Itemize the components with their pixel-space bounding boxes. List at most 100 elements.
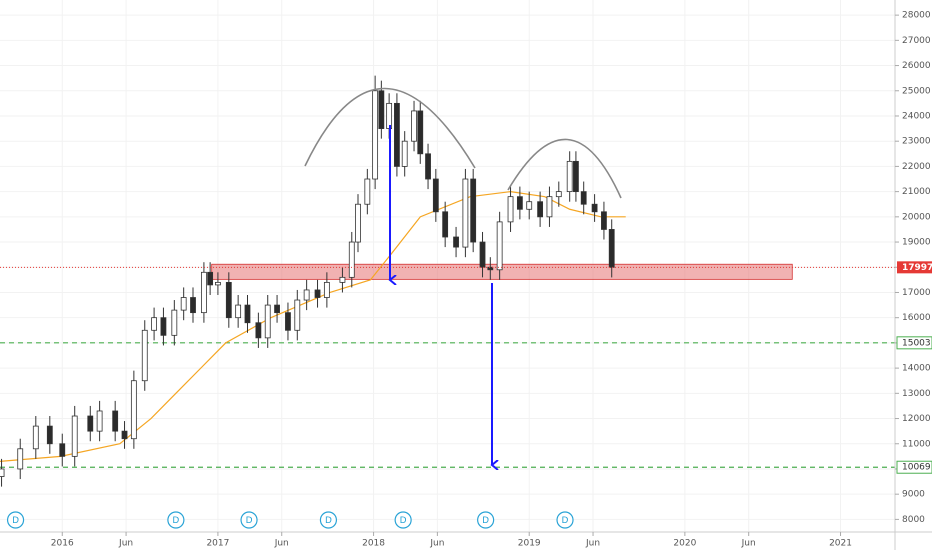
candle-body (537, 201, 544, 218)
dividend-marker (240, 511, 258, 529)
dividend-marker (394, 511, 412, 529)
candle-body (71, 415, 78, 457)
candle-body (0, 468, 5, 477)
candle-body (580, 191, 587, 205)
x-tick-label: Jun (585, 539, 600, 549)
y-tick-label: 27000 (902, 36, 931, 46)
level-label-box (896, 460, 932, 474)
candle-body (225, 281, 232, 319)
candle-body (453, 236, 459, 248)
candle-body (294, 299, 301, 331)
candle-body (180, 297, 187, 311)
candle-body (462, 178, 469, 248)
dividend-marker-label: D (562, 516, 569, 526)
candle-body (432, 178, 439, 213)
dividend-marker (6, 511, 25, 529)
candle-body (470, 178, 477, 243)
candle-body (507, 196, 514, 223)
candle-body (215, 281, 221, 286)
y-tick-label: 11000 (902, 439, 931, 449)
level-label: 15003 (902, 338, 931, 348)
candle-body (314, 289, 321, 298)
y-tick-label: 20000 (902, 212, 931, 222)
y-tick-label: 12000 (902, 414, 931, 424)
dividend-marker-label: D (172, 516, 179, 526)
candle-body (546, 196, 553, 218)
y-tick-label: 25000 (902, 86, 931, 96)
candle-body (348, 241, 355, 278)
x-tick-label: 2019 (518, 539, 541, 549)
x-tick-label: Jun (429, 539, 444, 549)
candle-body (59, 443, 66, 457)
candle-body (372, 90, 379, 180)
candle-body (566, 160, 573, 193)
y-tick-label: 19000 (902, 238, 931, 248)
candle-body (201, 271, 207, 314)
y-tick-label: 17000 (902, 288, 931, 298)
x-tick-label: 2021 (829, 539, 852, 549)
y-tick-label: 13000 (902, 389, 931, 399)
candle-body (411, 110, 417, 142)
y-tick-label: 21000 (902, 187, 931, 197)
y-tick-label: 26000 (902, 61, 931, 71)
x-tick-label: 2020 (673, 539, 696, 549)
candle-body (487, 266, 494, 271)
candle-body (46, 425, 53, 445)
candle-body (255, 322, 262, 339)
candle-body (17, 448, 24, 470)
candle-body (235, 304, 242, 319)
candle-body (591, 203, 598, 213)
candle-body (601, 211, 607, 230)
candle-body (479, 241, 486, 268)
candle-body (417, 110, 424, 155)
candle-body (339, 276, 346, 283)
y-tick-label: 8000 (902, 515, 925, 525)
candle-body (160, 317, 167, 336)
x-tick-label: 2016 (51, 539, 74, 549)
candle-body (112, 410, 119, 432)
candle-body (151, 317, 157, 331)
candle-body (264, 304, 271, 339)
candle-body (386, 102, 393, 129)
y-tick-label: 14000 (902, 364, 931, 374)
candle-body (207, 271, 214, 286)
dividend-marker-label: D (482, 516, 489, 526)
candle-body (394, 102, 400, 167)
candle-body (171, 309, 178, 336)
level-label-box (896, 336, 932, 350)
candle-body (364, 178, 371, 205)
candle-body (526, 201, 533, 210)
dividend-marker (319, 511, 338, 529)
y-tick-label: 23000 (902, 137, 931, 147)
candle-body (442, 211, 449, 238)
dividend-marker-label: D (12, 516, 19, 526)
price-label-box (897, 261, 932, 274)
candle-body (425, 153, 431, 180)
candle-body (274, 304, 280, 314)
y-tick-label: 28000 (902, 11, 931, 21)
candle-body (516, 196, 523, 210)
dividend-marker (477, 511, 495, 529)
candle-body (285, 312, 291, 331)
candle-body (121, 430, 128, 440)
candle-body (96, 410, 103, 432)
candle-body (244, 304, 251, 324)
shoulder-arc (507, 138, 622, 199)
x-tick-label: Jun (741, 539, 756, 549)
candle-body (378, 90, 385, 129)
dividend-marker (167, 511, 185, 529)
level-label: 10069 (902, 463, 931, 473)
y-tick-label: 24000 (902, 111, 931, 121)
candle-body (608, 229, 615, 268)
y-tick-label: 9000 (902, 490, 925, 500)
dividend-marker-label: D (400, 516, 407, 526)
candle-body (496, 221, 503, 271)
candle-body (555, 191, 562, 198)
candle-body (355, 203, 361, 243)
x-tick-label: 2017 (206, 539, 229, 549)
candle-body (303, 289, 310, 301)
candle-body (323, 281, 330, 298)
candle-body (190, 297, 196, 314)
dividend-marker (556, 511, 574, 529)
dividend-marker-label: D (246, 516, 253, 526)
